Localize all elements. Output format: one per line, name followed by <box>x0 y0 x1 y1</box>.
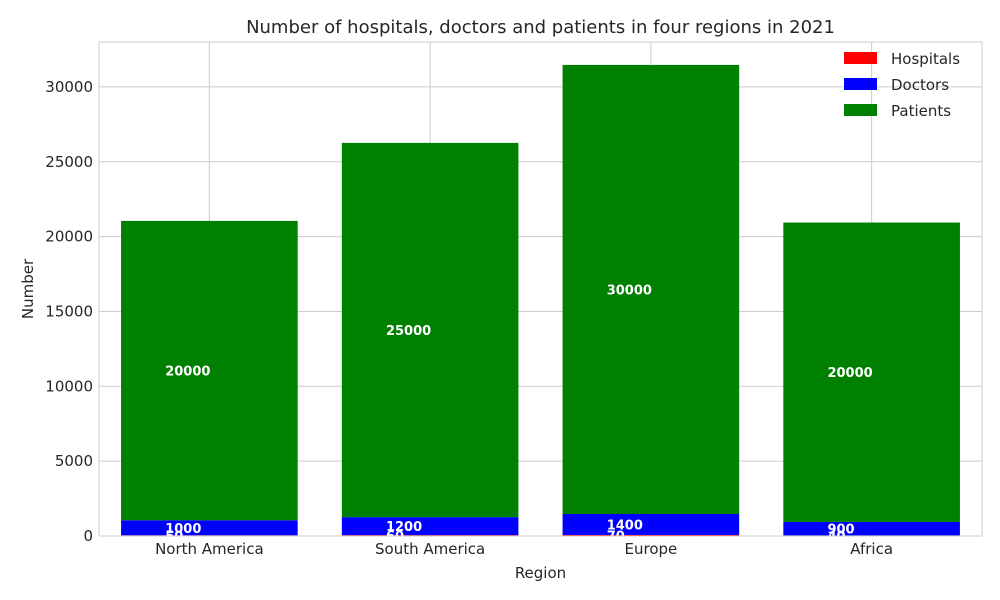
bar-patients <box>121 220 298 521</box>
bars <box>121 64 960 536</box>
x-tick-label: South America <box>375 540 485 558</box>
y-tick-label: 20000 <box>45 228 93 246</box>
y-tick-label: 5000 <box>55 452 93 470</box>
chart-title: Number of hospitals, doctors and patient… <box>246 17 835 38</box>
bar-value-label: 70 <box>607 529 625 544</box>
bar-value-label: 20000 <box>827 366 872 381</box>
bar-value-label: 900 <box>827 523 854 538</box>
y-tick-label: 0 <box>83 527 93 545</box>
bar-value-label: 50 <box>165 530 183 545</box>
bar-doctors <box>121 520 298 536</box>
legend-label: Patients <box>891 102 951 120</box>
bar-value-label: 20000 <box>165 365 210 380</box>
legend-swatch <box>844 52 877 64</box>
legend: Hospitals Doctors Patients <box>844 50 960 120</box>
bar-value-label: 30000 <box>607 283 652 298</box>
y-tick-label: 10000 <box>45 377 93 395</box>
bar-value-label: 1200 <box>386 520 422 535</box>
bar-value-label: 1400 <box>607 518 643 533</box>
legend-swatch <box>844 104 877 116</box>
x-axis-label: Region <box>515 564 566 582</box>
bar-value-label: 40 <box>827 530 845 545</box>
bar-patients <box>783 222 960 522</box>
legend-swatch <box>844 78 877 90</box>
bar-value-label: 1000 <box>165 522 201 537</box>
bar-doctors <box>562 513 740 535</box>
bar-value-label: 60 <box>386 530 404 545</box>
ticks: 0 5000 10000 15000 20000 25000 30000 North Amer… <box>45 78 893 558</box>
x-tick-label: Africa <box>850 540 893 558</box>
bar-hospitals <box>562 534 740 536</box>
bar-doctors <box>783 521 960 536</box>
y-axis-label: Number <box>19 258 37 319</box>
bar-patients <box>562 64 740 514</box>
y-tick-label: 15000 <box>45 302 93 320</box>
bar-patients <box>341 142 519 518</box>
x-tick-label: North America <box>155 540 264 558</box>
legend-label: Hospitals <box>891 50 960 68</box>
axes-frame <box>98 41 983 537</box>
bar-doctors <box>341 517 519 536</box>
x-tick-label: Europe <box>625 540 678 558</box>
legend-label: Doctors <box>891 76 949 94</box>
y-tick-label: 30000 <box>45 78 93 96</box>
bar-value-label: 25000 <box>386 324 431 339</box>
y-tick-label: 25000 <box>45 153 93 171</box>
